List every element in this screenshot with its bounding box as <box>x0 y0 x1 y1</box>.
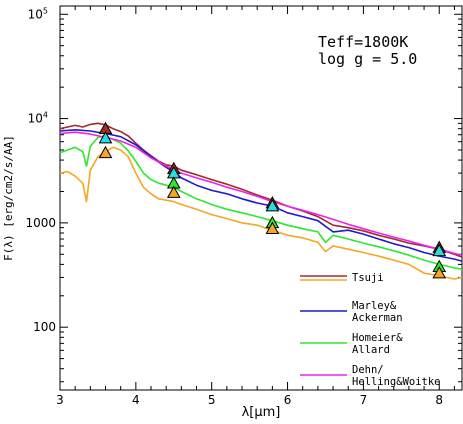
photometry-marker <box>432 266 447 279</box>
annotation-line-1: Teff=1800K <box>318 33 408 51</box>
x-tick-label: 5 <box>208 393 216 407</box>
legend-label: Allard <box>352 344 390 356</box>
photometry-marker <box>432 243 447 257</box>
legend-label: Dehn/ <box>352 364 384 376</box>
legend-label: Tsuji <box>352 272 384 284</box>
plot-area <box>59 5 463 391</box>
legend: Tsuji Marley&Ackerman Homeier&Allard Dehn/H… <box>300 272 441 388</box>
series-layer <box>59 122 463 280</box>
y-tick-label: 1000 <box>25 216 56 230</box>
x-tick-label: 3 <box>56 393 64 407</box>
annotation-line-2: log g = 5.0 <box>318 50 417 68</box>
series-line-4 <box>59 131 463 256</box>
chart-annotation: Teff=1800K log g = 5.0 <box>318 33 417 68</box>
series-line-1 <box>59 146 463 280</box>
series-line-3 <box>59 135 463 270</box>
axis-ticks: 3 4 5 6 7 8 100 1000 104 105 <box>25 6 462 407</box>
photometry-marker <box>98 145 113 159</box>
y-axis-label: F(λ) [erg/cm2/s/AA] <box>2 135 15 261</box>
legend-label: Helling&Woitke <box>352 376 441 388</box>
photometry-marker <box>166 185 181 198</box>
photometry-marker <box>98 131 113 144</box>
photometry-marker <box>265 199 280 212</box>
x-tick-label: 7 <box>360 393 368 407</box>
x-axis-label: λ[μm] <box>242 405 281 420</box>
y-tick-label: 100 <box>33 320 56 334</box>
y-tick-label: 104 <box>28 111 48 126</box>
y-tick-label: 105 <box>28 6 48 21</box>
photometry-marker <box>265 221 280 234</box>
x-tick-label: 4 <box>132 393 140 407</box>
x-tick-label: 6 <box>284 393 292 407</box>
x-tick-label: 8 <box>435 393 443 407</box>
marker-layer <box>98 121 447 279</box>
series-line-2 <box>59 129 463 262</box>
legend-label: Homeier& <box>352 332 403 344</box>
legend-label: Marley& <box>352 300 397 312</box>
legend-label: Ackerman <box>352 312 403 324</box>
